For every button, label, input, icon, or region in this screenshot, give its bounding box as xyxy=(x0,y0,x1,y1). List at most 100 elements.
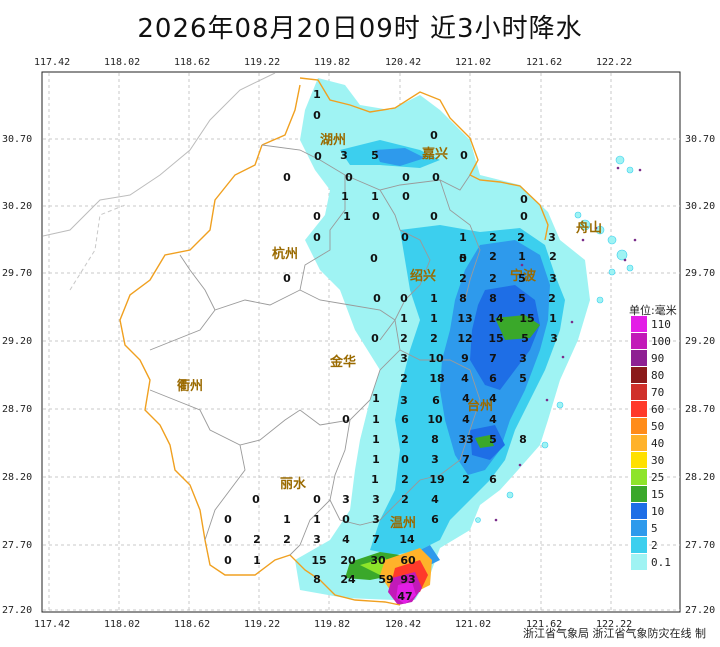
station-value: 5 xyxy=(459,252,467,265)
station-value: 10 xyxy=(428,352,444,365)
legend-swatch xyxy=(631,418,647,434)
station-value: 3 xyxy=(548,231,556,244)
y-tick: 28.20 xyxy=(685,472,716,483)
x-tick: 118.62 xyxy=(174,57,211,68)
legend-swatch xyxy=(631,554,647,570)
x-tick: 119.22 xyxy=(244,57,281,68)
station-value: 5 xyxy=(519,372,527,385)
x-tick: 121.62 xyxy=(526,57,563,68)
city-boundaries xyxy=(149,144,481,556)
station-value: 5 xyxy=(518,292,526,305)
legend-item: 50 xyxy=(631,418,711,434)
station-value: 0 xyxy=(430,210,438,223)
y-tick: 28.20 xyxy=(2,472,33,483)
station-value: 1 xyxy=(518,250,526,263)
station-value: 13 xyxy=(457,312,472,325)
station-value: 0 xyxy=(430,129,438,142)
city-label: 舟山 xyxy=(576,220,602,236)
station-value: 59 xyxy=(378,573,393,586)
station-value: 0 xyxy=(313,493,321,506)
station-value: 1 xyxy=(341,190,349,203)
station-value: 0 xyxy=(345,171,353,184)
legend-label: 15 xyxy=(651,488,665,501)
station-value: 0 xyxy=(372,210,380,223)
station-value: 0 xyxy=(313,109,321,122)
station-value: 4 xyxy=(431,493,439,506)
station-value: 6 xyxy=(401,413,409,426)
station-value: 2 xyxy=(400,372,408,385)
station-value: 6 xyxy=(431,513,439,526)
legend-label: 90 xyxy=(651,352,665,365)
city-label: 嘉兴 xyxy=(421,146,448,162)
legend-label: 110 xyxy=(651,318,671,331)
station-value: 15 xyxy=(488,332,503,345)
station-value: 4 xyxy=(462,413,470,426)
station-value: 8 xyxy=(431,433,439,446)
y-tick: 28.70 xyxy=(2,404,33,415)
y-tick: 27.20 xyxy=(2,605,33,616)
legend-swatch xyxy=(631,503,647,519)
y-tick: 27.70 xyxy=(685,540,716,551)
x-tick: 120.42 xyxy=(385,619,422,630)
y-tick: 30.70 xyxy=(2,134,33,145)
x-tick: 119.82 xyxy=(314,619,351,630)
legend-swatch xyxy=(631,367,647,383)
x-tick: 119.22 xyxy=(244,619,281,630)
station-value: 1 xyxy=(313,513,321,526)
legend-item: 80 xyxy=(631,367,711,383)
station-value: 6 xyxy=(432,394,440,407)
station-value: 4 xyxy=(489,392,497,405)
city-label: 台州 xyxy=(467,398,493,414)
station-value: 3 xyxy=(549,272,557,285)
legend-label: 0.1 xyxy=(651,556,671,569)
legend-swatch xyxy=(631,520,647,536)
legend-item: 30 xyxy=(631,452,711,468)
neighbor-boundary xyxy=(43,73,276,237)
legend-label: 80 xyxy=(651,369,665,382)
station-value: 9 xyxy=(461,352,469,365)
legend-item: 40 xyxy=(631,435,711,451)
y-tick: 29.20 xyxy=(685,336,716,347)
legend-swatch xyxy=(631,452,647,468)
station-value: 12 xyxy=(457,332,472,345)
legend-item: 60 xyxy=(631,401,711,417)
station-value: 0 xyxy=(373,292,381,305)
station-value: 60 xyxy=(400,554,416,567)
station-value: 0 xyxy=(401,231,409,244)
station-value: 14 xyxy=(488,312,504,325)
station-value: 0 xyxy=(520,210,528,223)
station-value: 3 xyxy=(519,352,527,365)
station-value: 5 xyxy=(521,332,529,345)
station-value: 2 xyxy=(462,473,470,486)
station-value: 15 xyxy=(519,312,534,325)
map-title: 2026年08月20日09时 近3小时降水 xyxy=(137,14,583,44)
city-label: 湖州 xyxy=(320,133,346,148)
x-tick: 121.62 xyxy=(526,619,563,630)
station-value: 3 xyxy=(431,453,439,466)
station-value: 0 xyxy=(401,453,409,466)
station-value: 1 xyxy=(372,392,380,405)
legend-swatch xyxy=(631,333,647,349)
station-value: 0 xyxy=(402,171,410,184)
station-value: 0 xyxy=(224,554,232,567)
legend-item: 10 xyxy=(631,503,711,519)
station-value: 0 xyxy=(283,272,291,285)
station-value: 0 xyxy=(459,252,467,265)
station-value: 0 xyxy=(460,149,468,162)
station-value: 2 xyxy=(253,533,261,546)
x-tick: 118.02 xyxy=(104,619,141,630)
x-tick: 117.42 xyxy=(34,619,71,630)
legend-item: 100 xyxy=(631,333,711,349)
islands xyxy=(475,155,634,523)
station-value: 4 xyxy=(342,533,350,546)
x-tick: 118.62 xyxy=(174,619,211,630)
station-value: 15 xyxy=(311,554,326,567)
station-value: 4 xyxy=(489,413,497,426)
legend-swatch xyxy=(631,401,647,417)
station-value: 3 xyxy=(313,533,321,546)
legend-item: 90 xyxy=(631,350,711,366)
station-value: 0 xyxy=(313,210,321,223)
station-value: 18 xyxy=(429,372,444,385)
